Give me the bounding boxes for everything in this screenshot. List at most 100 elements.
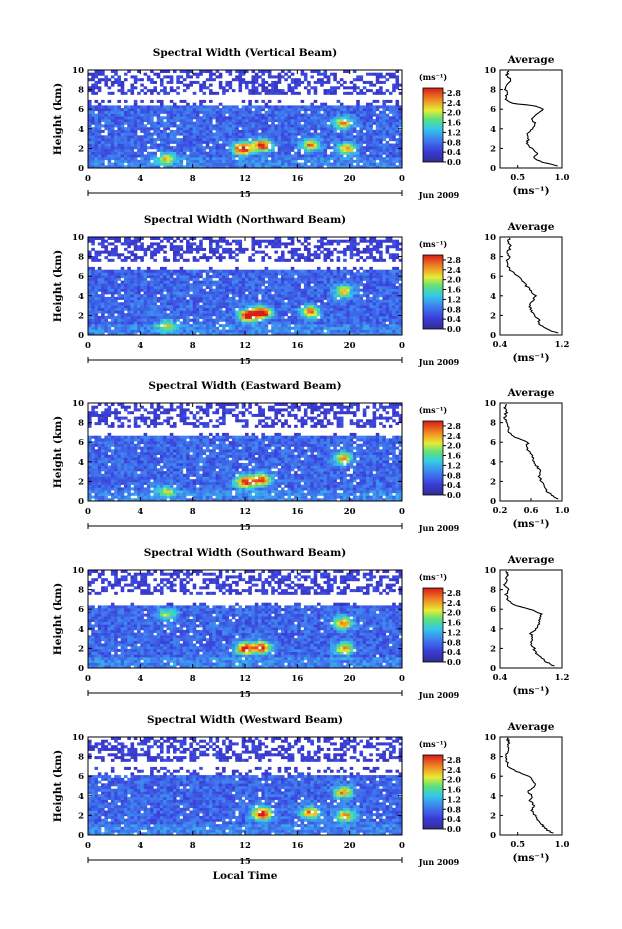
heatmap-cell xyxy=(267,113,272,117)
heatmap-cell xyxy=(375,124,380,128)
heatmap-cell xyxy=(248,110,252,114)
heatmap-cell xyxy=(307,113,311,117)
heatmap-cell xyxy=(267,83,272,87)
heatmap-cell xyxy=(202,105,207,109)
heatmap-cell xyxy=(267,162,272,166)
heatmap-cell xyxy=(284,275,288,279)
heatmap-cell xyxy=(222,105,226,109)
heatmap-cell xyxy=(349,154,354,158)
heatmap-cell xyxy=(205,116,210,120)
heatmap-cell xyxy=(218,245,223,249)
heatmap-cell xyxy=(261,129,265,133)
heatmap-cell xyxy=(238,83,243,87)
heatmap-cell xyxy=(349,256,354,260)
heatmap-cell xyxy=(274,272,278,276)
heatmap-cell xyxy=(281,288,285,292)
heatmap-cell xyxy=(398,138,403,142)
heatmap-cell xyxy=(326,269,331,273)
heatmap-cell xyxy=(186,245,190,249)
heatmap-cell xyxy=(310,113,314,117)
heatmap-cell xyxy=(189,110,193,114)
heatmap-cell xyxy=(163,286,167,290)
heatmap-cell xyxy=(104,83,108,87)
heatmap-cell xyxy=(343,110,347,114)
heatmap-cell xyxy=(258,148,262,152)
heatmap-cell xyxy=(94,124,99,128)
heatmap-cell xyxy=(300,256,305,260)
heatmap-cell xyxy=(258,313,262,317)
heatmap-cell xyxy=(274,299,278,303)
heatmap-cell xyxy=(352,129,357,133)
heatmap-cell xyxy=(271,105,275,109)
heatmap-cell xyxy=(274,165,278,169)
heatmap-cell xyxy=(251,280,256,284)
heatmap-cell xyxy=(313,159,318,163)
heatmap-cell xyxy=(205,296,210,300)
heatmap-cell xyxy=(281,307,285,311)
heatmap-cell xyxy=(176,245,180,249)
heatmap-cell xyxy=(326,135,331,139)
heatmap-cell xyxy=(215,116,220,120)
heatmap-cell xyxy=(238,250,243,254)
heatmap-cell xyxy=(215,110,220,114)
heatmap-cell xyxy=(97,143,102,147)
heatmap-cell xyxy=(107,119,112,123)
heatmap-cell xyxy=(300,162,305,166)
heatmap-cell xyxy=(110,146,115,150)
heatmap-cell xyxy=(277,277,282,281)
heatmap-cell xyxy=(281,269,285,273)
heatmap-cell xyxy=(114,247,118,251)
heatmap-cell xyxy=(352,324,357,328)
heatmap-cell xyxy=(267,302,272,306)
heatmap-cell xyxy=(251,165,256,169)
heatmap-cell xyxy=(258,138,262,142)
heatmap-cell xyxy=(330,250,334,254)
heatmap-cell xyxy=(277,162,282,166)
heatmap-cell xyxy=(274,258,278,262)
heatmap-cell xyxy=(209,315,213,319)
heatmap-cell xyxy=(362,154,367,158)
heatmap-cell xyxy=(395,80,400,84)
heatmap-cell xyxy=(195,151,200,155)
heatmap-cell xyxy=(294,154,298,158)
heatmap-cell xyxy=(130,124,135,128)
heatmap-cell xyxy=(120,124,125,128)
heatmap-cell xyxy=(264,245,269,249)
heatmap-cell xyxy=(150,105,154,109)
heatmap-cell xyxy=(150,132,154,136)
heatmap-cell xyxy=(323,72,328,76)
heatmap-cell xyxy=(339,148,344,152)
heatmap-cell xyxy=(222,291,226,295)
heatmap-cell xyxy=(153,247,157,251)
heatmap-cell xyxy=(290,315,295,319)
heatmap-cell xyxy=(199,242,203,246)
heatmap-cell xyxy=(169,154,174,158)
heatmap-cell xyxy=(140,162,144,166)
heatmap-cell xyxy=(107,299,112,303)
heatmap-cell xyxy=(195,140,200,144)
heatmap-cell xyxy=(395,99,400,103)
heatmap-cell xyxy=(375,89,380,93)
heatmap-cell xyxy=(199,105,203,109)
heatmap-cell xyxy=(300,294,305,298)
heatmap-cell xyxy=(153,132,157,136)
heatmap-cell xyxy=(209,132,213,136)
heatmap-cell xyxy=(359,272,364,276)
heatmap-cell xyxy=(323,124,328,128)
heatmap-cell xyxy=(307,165,311,169)
heatmap-cell xyxy=(150,135,154,139)
heatmap-cell xyxy=(369,165,373,169)
heatmap-cell xyxy=(97,110,102,114)
heatmap-cell xyxy=(209,146,213,150)
heatmap-cell xyxy=(251,296,256,300)
heatmap-cell xyxy=(277,299,282,303)
heatmap-cell xyxy=(228,296,233,300)
heatmap-cell xyxy=(94,275,99,279)
heatmap-cell xyxy=(228,86,233,90)
heatmap-cell xyxy=(195,110,200,114)
heatmap-cell xyxy=(117,286,121,290)
heatmap-cell xyxy=(205,119,210,123)
heatmap-cell xyxy=(297,280,301,284)
heatmap-cell xyxy=(245,121,249,125)
heatmap-cell xyxy=(153,250,157,254)
